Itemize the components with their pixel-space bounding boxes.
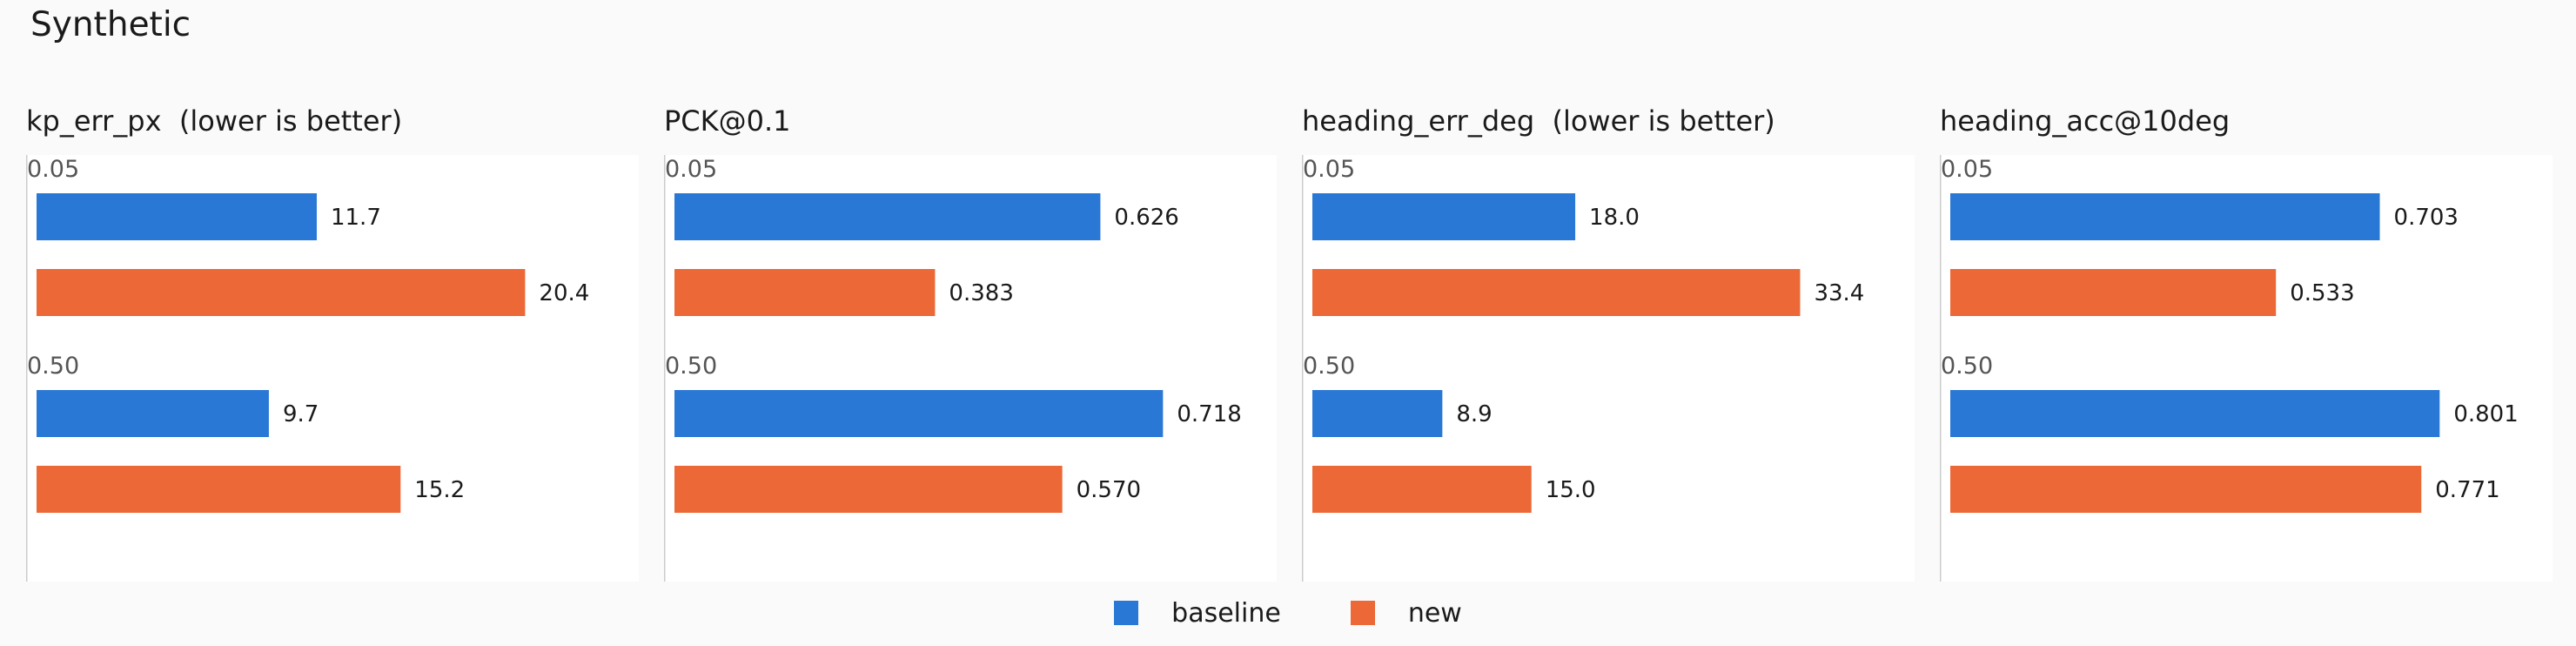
data-label: 8.9 — [1456, 401, 1492, 427]
data-label: 0.383 — [949, 280, 1013, 306]
plot-area: 0.05 11.7 20.4 0.50 9.7 15.2 — [26, 155, 639, 582]
data-label: 18.0 — [1589, 205, 1640, 231]
bar-new — [1950, 269, 2277, 316]
category-label: 0.05 — [27, 156, 79, 183]
bar-baseline — [674, 193, 1101, 240]
data-label: 20.4 — [539, 280, 589, 306]
bar-baseline — [674, 390, 1164, 437]
legend-label: baseline — [1171, 597, 1281, 629]
data-label: 0.570 — [1077, 477, 1141, 503]
legend-label: new — [1407, 597, 1462, 629]
panel-title: PCK@0.1 — [664, 104, 791, 138]
data-label: 0.771 — [2435, 477, 2499, 503]
bar-chart: 0.05 11.7 20.4 0.50 9.7 15.2 — [26, 155, 589, 582]
category-label: 0.50 — [1303, 353, 1355, 380]
data-label: 0.533 — [2290, 280, 2354, 306]
bar-baseline — [1312, 390, 1443, 437]
category-label: 0.50 — [1941, 353, 1993, 380]
data-label: 0.718 — [1177, 401, 1241, 427]
data-label: 33.4 — [1814, 280, 1864, 306]
bar-baseline — [1950, 390, 2440, 437]
legend-item-new: new — [1350, 597, 1462, 629]
bar-new — [1950, 466, 2422, 513]
panel-heading-err-deg: heading_err_deg (lower is better) 0.05 18… — [1302, 104, 1915, 582]
bar-baseline — [37, 193, 317, 240]
bar-baseline — [1950, 193, 2380, 240]
bar-new — [37, 269, 526, 316]
data-label: 0.801 — [2453, 401, 2518, 427]
legend-item-baseline: baseline — [1114, 598, 1281, 629]
panel-kp-err-px: kp_err_px (lower is better) 0.05 11.7 20.4… — [26, 104, 639, 582]
bar-new — [674, 466, 1063, 513]
panel-pck: PCK@0.1 0.05 0.626 0.383 0.50 0.718 0.570 — [664, 104, 1277, 582]
legend: baseline new — [0, 594, 2576, 632]
page-title: Synthetic — [30, 5, 191, 44]
panel-heading-acc: heading_acc@10deg 0.05 0.703 0.533 0.50 0.80… — [1940, 104, 2553, 582]
bar-new — [1312, 269, 1801, 316]
plot-area: 0.05 0.703 0.533 0.50 0.801 0.771 — [1940, 155, 2553, 582]
data-label: 15.2 — [414, 477, 465, 503]
bar-baseline — [1312, 193, 1576, 240]
bar-new — [674, 269, 936, 316]
data-label: 9.7 — [283, 401, 319, 427]
bar-chart: 0.05 18.0 33.4 0.50 8.9 15.0 — [1302, 155, 1864, 582]
bar-chart: 0.05 0.703 0.533 0.50 0.801 0.771 — [1940, 155, 2519, 582]
panel-title: heading_err_deg (lower is better) — [1302, 104, 1775, 138]
category-label: 0.05 — [1303, 156, 1355, 183]
data-label: 0.703 — [2394, 205, 2459, 231]
bar-new — [1312, 466, 1532, 513]
panel-title: kp_err_px (lower is better) — [26, 104, 403, 138]
category-label: 0.50 — [665, 353, 717, 380]
bar-baseline — [37, 390, 269, 437]
panel-title: heading_acc@10deg — [1940, 104, 2231, 138]
category-label: 0.05 — [1941, 156, 1993, 183]
legend-swatch — [1350, 601, 1375, 625]
bar-chart: 0.05 0.626 0.383 0.50 0.718 0.570 — [664, 155, 1242, 582]
data-label: 11.7 — [331, 205, 381, 231]
data-label: 0.626 — [1114, 205, 1178, 231]
legend-swatch — [1114, 601, 1139, 625]
category-label: 0.05 — [665, 156, 717, 183]
category-label: 0.50 — [27, 353, 79, 380]
bar-new — [37, 466, 401, 513]
data-label: 15.0 — [1546, 477, 1596, 503]
plot-area: 0.05 0.626 0.383 0.50 0.718 0.570 — [664, 155, 1277, 582]
plot-area: 0.05 18.0 33.4 0.50 8.9 15.0 — [1302, 155, 1915, 582]
